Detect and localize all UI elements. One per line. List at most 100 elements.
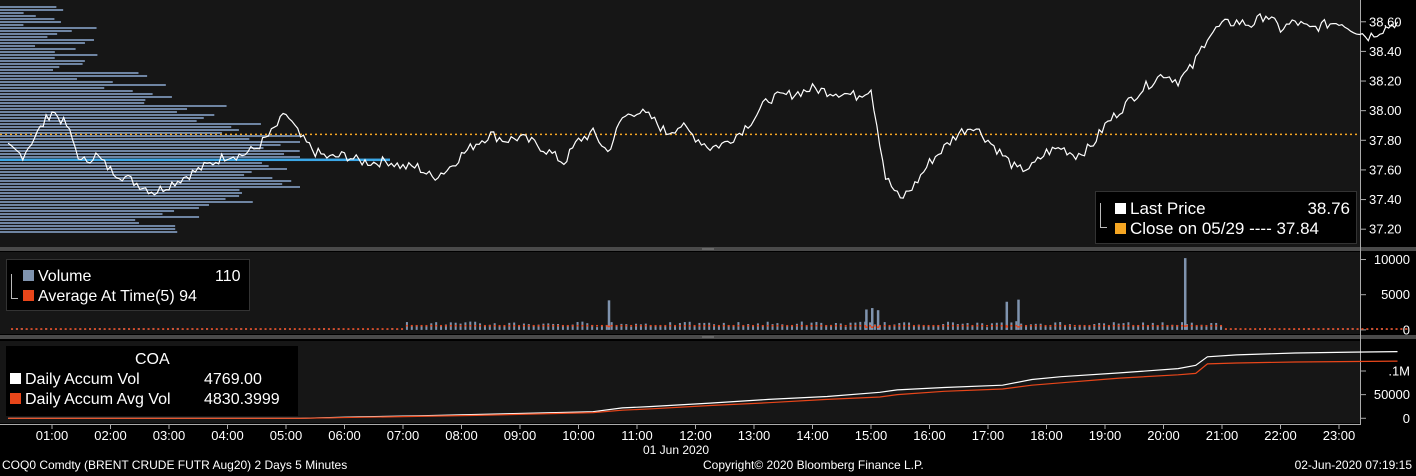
- last-price-value: 38.76: [1307, 199, 1350, 218]
- volume-bar: [844, 326, 847, 330]
- volume-bar: [742, 325, 745, 330]
- volume-bar: [415, 325, 418, 330]
- volume-profile-bar: [0, 48, 76, 50]
- average-dot: [147, 328, 150, 330]
- price-legend[interactable]: Last Price 38.76 Close on 05/29 ---- 37.…: [1095, 191, 1357, 244]
- volume-profile-bar: [0, 51, 55, 53]
- volume-bar: [620, 323, 623, 330]
- average-dot: [35, 328, 38, 330]
- average-dot: [1098, 324, 1101, 327]
- average-dot: [1337, 328, 1340, 330]
- average-dot: [54, 328, 57, 330]
- average-dot: [1356, 328, 1359, 330]
- volume-bar: [1200, 324, 1203, 330]
- time-tick-label: 10:00: [562, 428, 595, 443]
- average-dot: [137, 328, 140, 330]
- average-dot: [971, 324, 974, 327]
- time-tick-label: 08:00: [445, 428, 478, 443]
- average-dot: [995, 324, 998, 327]
- average-dot: [376, 328, 379, 330]
- average-dot: [717, 324, 720, 327]
- average-dot: [669, 324, 672, 327]
- accum-vol-value: 4769.00: [204, 371, 262, 388]
- volume-bar: [1078, 324, 1081, 330]
- average-dot: [186, 328, 189, 330]
- volume-profile-bar: [0, 138, 250, 140]
- average-dot: [118, 328, 121, 330]
- average-dot: [961, 324, 964, 327]
- average-dot: [352, 328, 355, 330]
- average-dot: [742, 324, 745, 327]
- average-dot: [20, 328, 23, 330]
- volume-bar: [1107, 325, 1110, 330]
- average-dot: [1029, 324, 1032, 327]
- average-dot: [810, 324, 813, 327]
- volume-bar: [532, 325, 535, 330]
- volume-profile-bar: [0, 165, 269, 167]
- volume-profile-bar: [0, 15, 36, 17]
- volume-bar: [649, 325, 652, 330]
- volume-bar: [917, 324, 920, 330]
- average-dot: [1390, 328, 1393, 330]
- average-dot: [503, 324, 506, 327]
- average-dot: [1224, 328, 1227, 330]
- average-dot: [1220, 324, 1223, 327]
- average-dot: [420, 324, 423, 327]
- average-dot: [1044, 324, 1047, 327]
- average-dot: [1327, 328, 1330, 330]
- price-tick-label: 38.00: [1369, 103, 1402, 118]
- average-dot: [1156, 324, 1159, 327]
- average-dot: [888, 324, 891, 327]
- volume-profile-bar: [0, 72, 139, 74]
- volume-bar: [1049, 326, 1052, 330]
- average-dot: [639, 324, 642, 327]
- average-dot: [1078, 324, 1081, 327]
- average-dot: [586, 324, 589, 327]
- volume-bar: [839, 323, 842, 330]
- average-dot: [103, 328, 106, 330]
- time-tick-label: 19:00: [1089, 428, 1122, 443]
- volume-bar: [1025, 325, 1028, 330]
- volume-legend[interactable]: Volume 110 Average At Time(5) 94: [6, 259, 250, 311]
- volume-bar: [674, 325, 677, 330]
- average-dot: [615, 324, 618, 327]
- average-dot: [113, 328, 116, 330]
- average-dot: [805, 324, 808, 327]
- ticker-label: COA: [135, 351, 170, 368]
- average-dot: [1312, 328, 1315, 330]
- volume-swatch: [23, 270, 34, 281]
- average-dot: [912, 324, 915, 327]
- average-dot: [1183, 325, 1187, 327]
- daily-accum-avg-vol-line: [8, 360, 1398, 419]
- average-dot: [561, 324, 564, 327]
- average-dot: [581, 324, 584, 327]
- volume-bar: [732, 325, 735, 330]
- average-dot: [362, 328, 365, 330]
- price-tick-label: 37.20: [1369, 222, 1402, 237]
- average-dot: [488, 324, 491, 327]
- accum-legend[interactable]: COA Daily Accum Vol 4769.00 Daily Accum …: [6, 346, 298, 416]
- average-dot: [542, 324, 545, 327]
- average-dot: [410, 324, 413, 327]
- average-dot: [527, 324, 530, 327]
- volume-bar: [420, 325, 423, 330]
- average-dot: [391, 328, 394, 330]
- volume-profile-bar: [0, 186, 300, 188]
- average-dot: [259, 328, 262, 330]
- average-dot: [703, 324, 706, 327]
- average-dot: [157, 328, 160, 330]
- average-dot: [1034, 324, 1037, 327]
- average-dot: [678, 324, 681, 327]
- average-dot: [508, 324, 511, 327]
- average-dot: [440, 324, 443, 327]
- volume-profile-bar: [0, 195, 240, 197]
- average-dot: [1068, 324, 1071, 327]
- average-dot: [825, 324, 828, 327]
- average-dot: [50, 328, 53, 330]
- average-dot: [425, 324, 428, 327]
- average-dot: [761, 324, 764, 327]
- average-dot: [171, 328, 174, 330]
- average-dot: [108, 328, 111, 330]
- average-dot: [332, 328, 335, 330]
- average-dot: [557, 324, 560, 327]
